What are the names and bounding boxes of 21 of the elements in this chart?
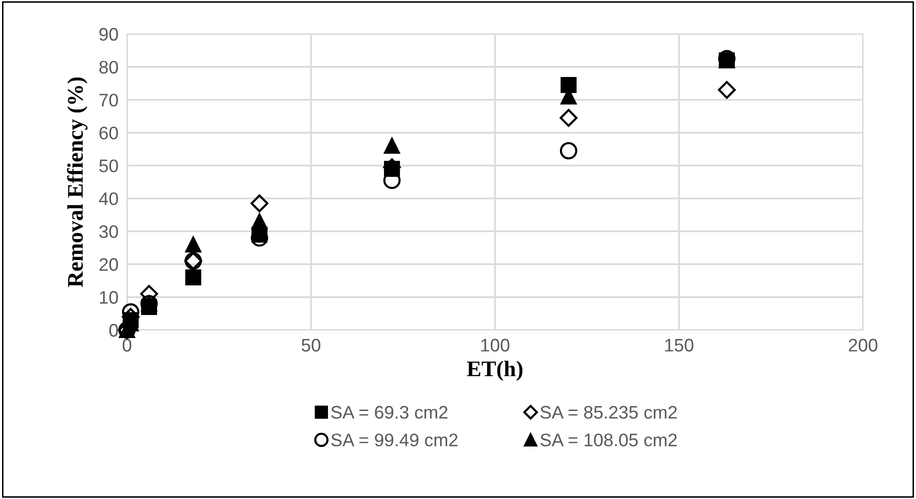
y-axis-title: Removal Effiency (%) xyxy=(67,77,88,288)
x-tick-label: 100 xyxy=(481,338,510,352)
x-tick-label: 50 xyxy=(302,338,320,352)
y-tick-label: 20 xyxy=(99,258,118,271)
x-tick-label: 0 xyxy=(122,338,132,352)
y-tick-label: 90 xyxy=(99,28,118,41)
x-tick-label: 150 xyxy=(665,338,694,352)
y-tick-label: 60 xyxy=(100,126,118,140)
legend-label: SA = 99.49 cm2 xyxy=(331,434,458,446)
legend-label: SA = 69.3 cm2 xyxy=(331,406,448,419)
legend-label: SA = 108.05 cm2 xyxy=(540,434,677,446)
legend-label: SA = 85.235 cm2 xyxy=(540,406,677,419)
y-tick-label: 50 xyxy=(99,159,118,172)
y-tick-label: 80 xyxy=(99,60,118,74)
y-tick-label: 0 xyxy=(109,324,118,337)
y-tick-label: 30 xyxy=(99,225,118,238)
y-tick-label: 40 xyxy=(99,192,118,206)
x-tick-label: 200 xyxy=(848,338,878,352)
y-tick-label: 70 xyxy=(100,94,118,106)
x-axis-title: ET(h) xyxy=(466,360,522,381)
y-tick-label: 10 xyxy=(100,291,118,304)
